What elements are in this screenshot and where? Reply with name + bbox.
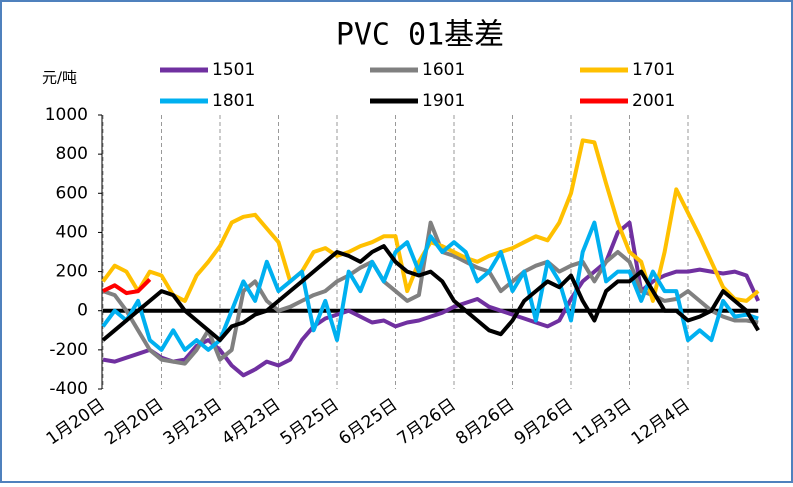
y-tick-label: -400 (49, 379, 88, 399)
y-tick-label: 800 (56, 144, 88, 164)
legend-label: 1701 (632, 60, 675, 80)
legend-label: 1601 (422, 60, 465, 80)
legend-label: 2001 (632, 91, 675, 111)
y-axis-label: 元/吨 (42, 69, 77, 87)
series-line (102, 277, 152, 296)
y-tick-label: 200 (56, 262, 88, 282)
y-tick-label: -200 (49, 340, 88, 360)
chart-title: PVC 01基差 (336, 18, 504, 53)
legend-label: 1801 (212, 91, 255, 111)
series-line (101, 244, 760, 343)
y-tick-label: 1000 (45, 105, 88, 125)
y-tick-label: 0 (77, 301, 88, 321)
y-tick-label: 400 (56, 222, 88, 242)
y-tick-label: 600 (56, 183, 88, 203)
legend-label: 1901 (422, 91, 465, 111)
legend-label: 1501 (212, 60, 255, 80)
